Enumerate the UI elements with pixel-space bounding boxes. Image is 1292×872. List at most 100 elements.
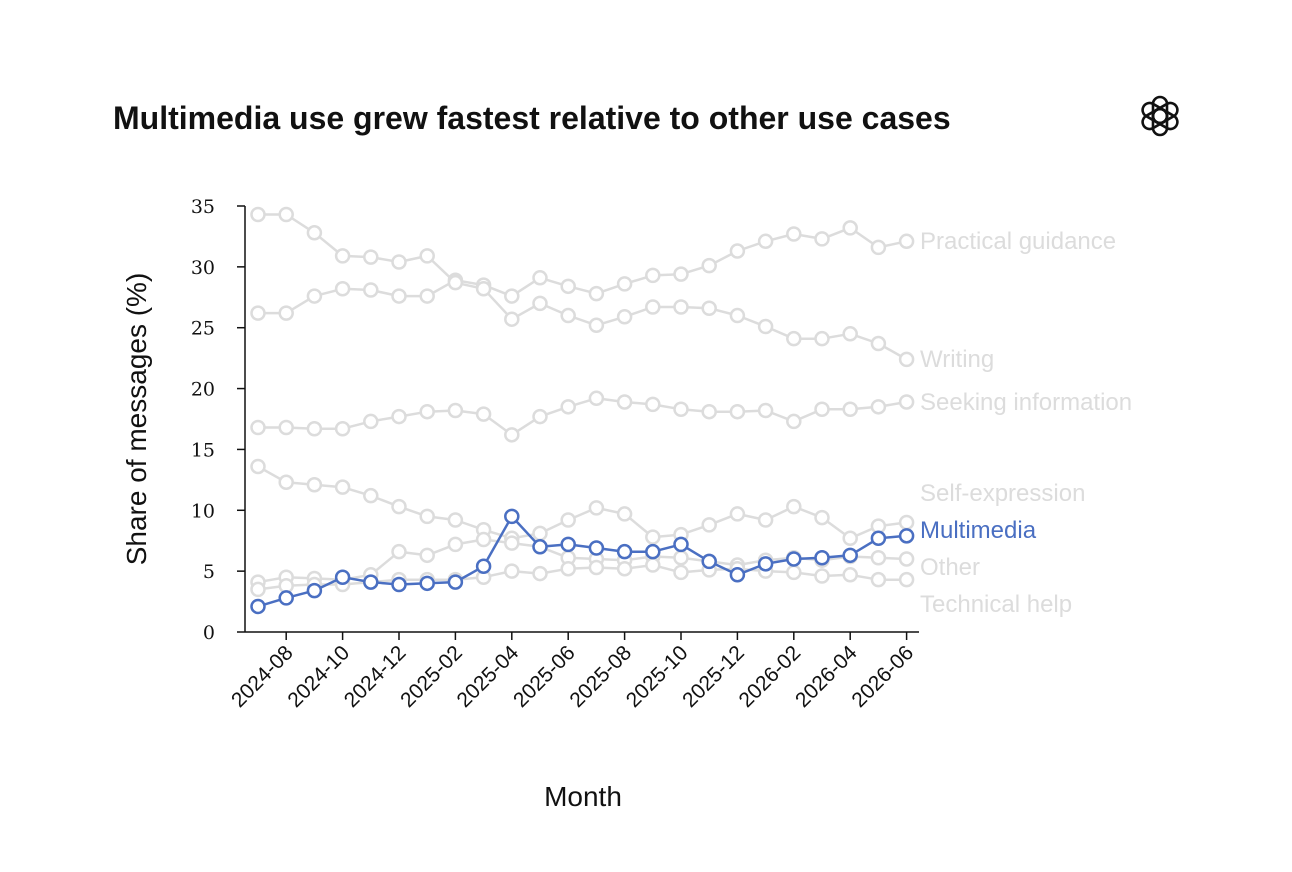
data-point (278, 474, 294, 491)
data-point (588, 540, 605, 556)
data-point (898, 551, 915, 567)
data-point (757, 556, 774, 572)
data-point (419, 547, 435, 564)
data-point (729, 307, 746, 324)
x-tick-label: 2024-10 (283, 641, 354, 712)
series-label-other: Other (920, 554, 980, 581)
data-point (363, 282, 379, 298)
data-point (786, 413, 802, 430)
y-tick-label: 35 (191, 196, 215, 218)
x-tick-label: 2025-10 (622, 641, 693, 712)
data-point (842, 326, 858, 342)
x-tick-label: 2025-06 (509, 641, 580, 712)
data-point (898, 233, 915, 250)
data-point (729, 567, 746, 583)
data-point (701, 403, 717, 420)
data-point (729, 506, 746, 522)
data-point (870, 239, 887, 256)
y-ticks: 0 5 10 15 20 25 30 35 (191, 196, 245, 644)
data-point (898, 514, 915, 531)
data-point (447, 512, 464, 528)
x-tick-label: 2024-08 (227, 641, 298, 712)
series-seeking-information (250, 390, 915, 443)
data-point (616, 543, 633, 560)
data-point (334, 569, 351, 585)
data-point (306, 476, 323, 493)
data-point (419, 403, 435, 420)
data-point (560, 399, 576, 415)
data-point (870, 571, 887, 588)
data-point (842, 547, 858, 564)
data-point (588, 559, 605, 576)
data-point (757, 233, 774, 250)
data-point (306, 288, 323, 304)
data-point (363, 249, 379, 265)
data-point (363, 574, 379, 590)
data-point (363, 487, 379, 504)
data-point (673, 550, 689, 566)
data-point (560, 512, 576, 528)
data-point (842, 530, 858, 547)
data-point (363, 413, 379, 430)
data-point (645, 299, 661, 315)
data-point (616, 506, 633, 522)
data-point (588, 500, 605, 516)
data-point (814, 568, 830, 584)
data-point (701, 300, 717, 316)
muted-series-lines (250, 206, 915, 598)
data-point (673, 401, 689, 418)
series-self-expression (250, 458, 915, 547)
data-point (673, 564, 689, 581)
data-point (588, 285, 605, 302)
data-point (334, 479, 351, 495)
data-point (278, 206, 294, 223)
data-point (306, 582, 323, 599)
data-point (419, 288, 435, 304)
data-point (504, 427, 520, 443)
y-axis-title: Share of messages (%) (121, 273, 152, 566)
data-point (447, 274, 464, 291)
data-point (814, 550, 830, 566)
data-point (898, 394, 915, 410)
data-point (250, 206, 266, 223)
data-point (532, 565, 548, 582)
series-label-multimedia: Multimedia (920, 517, 1037, 544)
data-point (504, 508, 520, 525)
data-point (391, 288, 407, 304)
data-point (250, 305, 266, 321)
data-point (842, 220, 858, 236)
data-point (391, 543, 407, 560)
data-point (560, 536, 576, 553)
data-point (475, 558, 492, 575)
data-point (898, 571, 915, 588)
data-point (842, 567, 858, 583)
data-point (701, 257, 717, 274)
data-point (532, 270, 548, 286)
data-point (814, 509, 830, 526)
series-labels: Practical guidance Writing Seeking informa… (920, 228, 1132, 618)
data-point (334, 248, 351, 264)
data-point (391, 576, 407, 593)
data-point (532, 539, 548, 555)
series-label-seeking-information: Seeking information (920, 389, 1132, 416)
data-point (814, 401, 830, 418)
data-point (278, 419, 294, 436)
x-ticks: 2024-082024-102024-122025-022025-042025-… (227, 632, 918, 712)
data-point (504, 563, 520, 579)
data-point (560, 307, 576, 324)
data-point (447, 402, 464, 419)
data-point (729, 403, 746, 420)
data-point (645, 529, 661, 545)
data-point (588, 390, 605, 407)
y-tick-label: 10 (191, 500, 215, 522)
data-point (645, 543, 661, 560)
data-point (588, 317, 605, 334)
data-point (701, 517, 717, 533)
data-point (898, 351, 915, 368)
x-tick-label: 2026-06 (847, 641, 918, 712)
data-point (504, 535, 520, 551)
data-point (447, 574, 464, 590)
data-point (870, 530, 887, 547)
data-point (786, 564, 802, 581)
